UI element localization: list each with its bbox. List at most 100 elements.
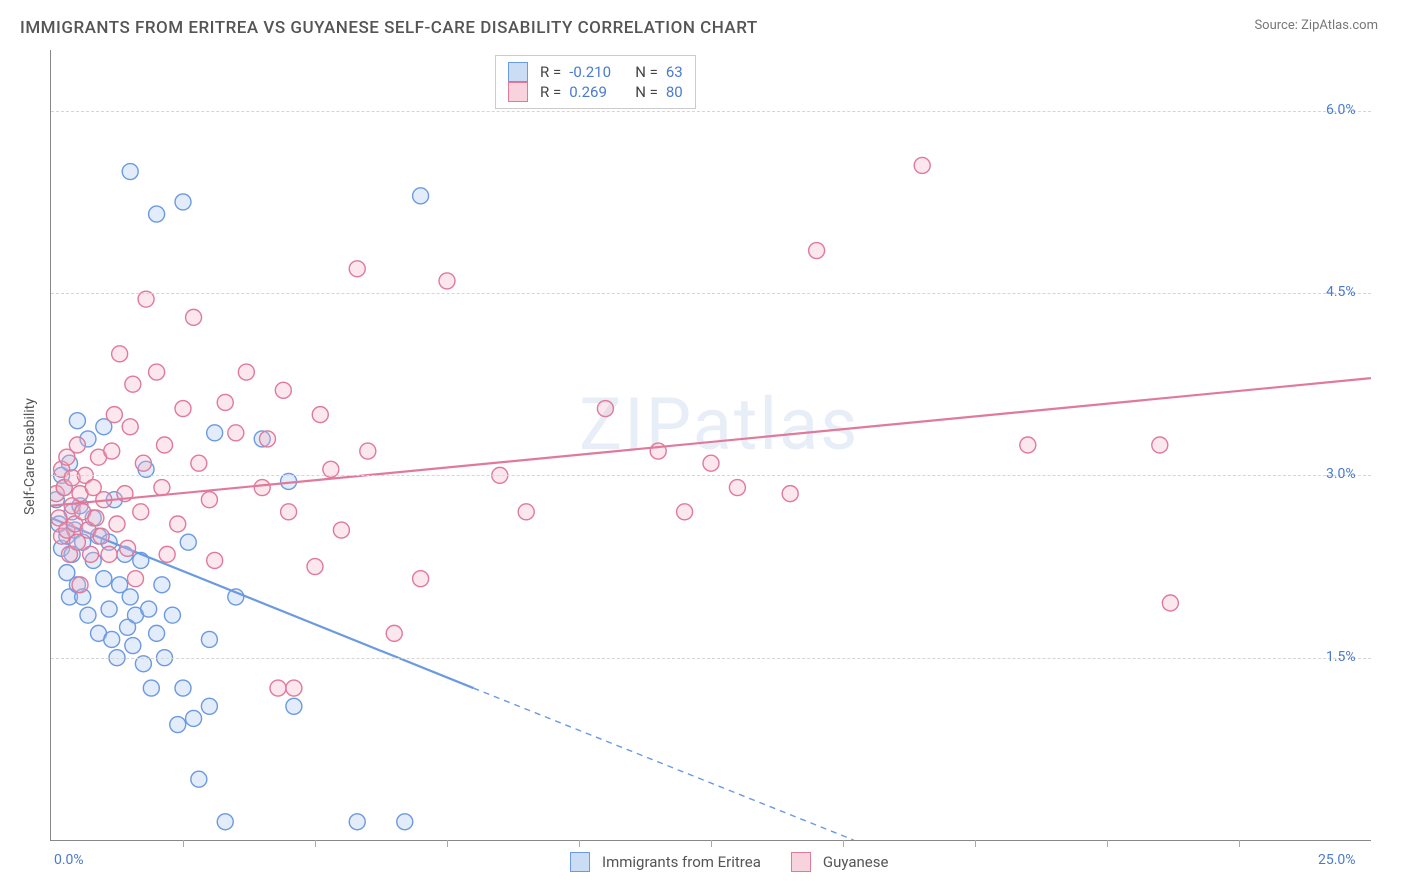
legend-series-name: Guyanese <box>823 853 889 871</box>
scatter-point <box>141 601 157 617</box>
scatter-point <box>386 625 402 641</box>
gridline <box>51 111 1371 112</box>
legend-item: Guyanese <box>791 852 889 872</box>
x-axis-max-label: 25.0% <box>1318 852 1356 868</box>
scatter-point <box>397 814 413 830</box>
x-tick-mark <box>579 840 580 847</box>
scatter-point <box>149 364 165 380</box>
scatter-point <box>149 206 165 222</box>
scatter-point <box>170 516 186 532</box>
scatter-point <box>703 455 719 471</box>
regression-line <box>51 378 1371 506</box>
scatter-point <box>101 546 117 562</box>
scatter-point <box>69 413 85 429</box>
scatter-point <box>782 486 798 502</box>
scatter-point <box>104 443 120 459</box>
y-tick-label: 3.0% <box>1326 466 1356 482</box>
scatter-point <box>104 631 120 647</box>
scatter-point <box>125 638 141 654</box>
x-tick-mark <box>315 840 316 847</box>
scatter-point <box>217 814 233 830</box>
scatter-point <box>413 571 429 587</box>
series-legend: Immigrants from EritreaGuyanese <box>570 852 888 872</box>
x-axis-min-label: 0.0% <box>54 852 84 868</box>
legend-r-value: 0.269 <box>569 83 627 101</box>
scatter-point <box>120 540 136 556</box>
x-tick-mark <box>843 840 844 847</box>
scatter-svg-layer <box>51 50 1371 840</box>
scatter-point <box>333 522 349 538</box>
scatter-point <box>101 601 117 617</box>
scatter-point <box>413 188 429 204</box>
x-tick-mark <box>711 840 712 847</box>
x-tick-mark <box>183 840 184 847</box>
scatter-point <box>154 480 170 496</box>
regression-line-extrapolated <box>473 688 853 840</box>
scatter-point <box>164 607 180 623</box>
scatter-point <box>312 407 328 423</box>
scatter-point <box>191 771 207 787</box>
y-tick-label: 4.5% <box>1326 284 1356 300</box>
scatter-point <box>1152 437 1168 453</box>
scatter-point <box>175 401 191 417</box>
scatter-point <box>157 437 173 453</box>
scatter-point <box>96 571 112 587</box>
scatter-point <box>259 431 275 447</box>
scatter-point <box>93 528 109 544</box>
x-tick-mark <box>447 840 448 847</box>
y-tick-label: 1.5% <box>1326 649 1356 665</box>
scatter-point <box>83 546 99 562</box>
scatter-point <box>159 546 175 562</box>
scatter-point <box>270 680 286 696</box>
scatter-point <box>88 510 104 526</box>
legend-swatch <box>508 62 528 82</box>
scatter-point <box>135 455 151 471</box>
scatter-point <box>238 364 254 380</box>
legend-r-value: -0.210 <box>569 63 627 81</box>
scatter-point <box>1162 595 1178 611</box>
scatter-point <box>228 425 244 441</box>
scatter-plot-area: ZIPatlas <box>50 50 1371 841</box>
legend-n-label: N = <box>635 63 658 81</box>
scatter-point <box>180 534 196 550</box>
scatter-point <box>217 394 233 410</box>
legend-swatch <box>791 852 811 872</box>
scatter-point <box>186 309 202 325</box>
scatter-point <box>207 552 223 568</box>
scatter-point <box>143 680 159 696</box>
scatter-point <box>154 577 170 593</box>
y-axis-label: Self-Care Disability <box>22 398 38 515</box>
scatter-point <box>122 164 138 180</box>
scatter-point <box>286 680 302 696</box>
scatter-point <box>133 504 149 520</box>
scatter-point <box>281 504 297 520</box>
source-attribution: Source: ZipAtlas.com <box>1254 18 1378 33</box>
scatter-point <box>72 577 88 593</box>
scatter-point <box>439 273 455 289</box>
scatter-point <box>106 407 122 423</box>
gridline <box>51 293 1371 294</box>
chart-title: IMMIGRANTS FROM ERITREA VS GUYANESE SELF… <box>20 18 758 38</box>
legend-r-label: R = <box>540 63 561 81</box>
scatter-point <box>207 425 223 441</box>
scatter-point <box>597 401 613 417</box>
source-name: ZipAtlas.com <box>1301 18 1378 33</box>
scatter-point <box>201 698 217 714</box>
legend-n-label: N = <box>635 83 658 101</box>
scatter-point <box>186 710 202 726</box>
scatter-point <box>307 559 323 575</box>
x-tick-mark <box>1107 840 1108 847</box>
scatter-point <box>349 261 365 277</box>
scatter-point <box>286 698 302 714</box>
scatter-point <box>275 382 291 398</box>
x-tick-mark <box>975 840 976 847</box>
scatter-point <box>1020 437 1036 453</box>
scatter-point <box>191 455 207 471</box>
scatter-point <box>109 516 125 532</box>
gridline <box>51 658 1371 659</box>
scatter-point <box>518 504 534 520</box>
legend-n-value: 63 <box>666 63 683 81</box>
legend-r-label: R = <box>540 83 561 101</box>
scatter-point <box>809 243 825 259</box>
scatter-point <box>127 571 143 587</box>
